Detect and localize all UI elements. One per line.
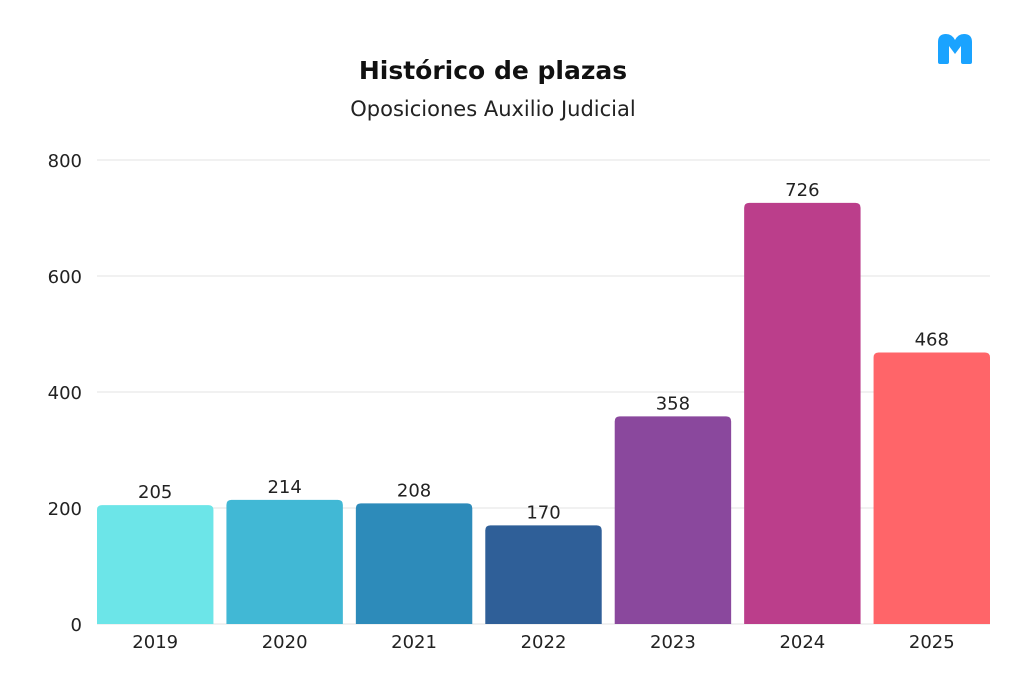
data-labels: 205 214 208 170 358 726 468 [138, 180, 949, 523]
data-label: 726 [785, 180, 819, 201]
y-tick-label: 600 [48, 267, 82, 288]
bar-2024 [744, 202, 861, 625]
x-axis-ticks: 2019 2020 2021 2022 2023 2024 2025 [132, 632, 954, 653]
bar-2022 [485, 525, 602, 624]
bar-2025 [873, 352, 990, 624]
y-tick-label: 0 [71, 615, 82, 636]
x-tick-label: 2022 [521, 632, 567, 653]
bar-2020 [226, 499, 343, 624]
y-tick-label: 200 [48, 499, 82, 520]
x-tick-label: 2020 [262, 632, 308, 653]
chart-subtitle: Oposiciones Auxilio Judicial [350, 97, 636, 121]
bars [97, 202, 990, 625]
chart-title: Histórico de plazas [358, 56, 628, 85]
x-tick-label: 2025 [909, 632, 955, 653]
bar-2019 [97, 505, 214, 624]
y-tick-label: 800 [48, 151, 82, 172]
x-tick-label: 2019 [132, 632, 178, 653]
data-label: 208 [397, 480, 431, 501]
data-label: 170 [526, 502, 560, 523]
bar-2021 [355, 503, 473, 624]
brand-logo-icon [938, 34, 972, 64]
y-axis-ticks: 0 200 400 600 800 [48, 151, 82, 636]
data-label: 358 [656, 393, 690, 414]
x-tick-label: 2023 [650, 632, 696, 653]
data-label: 468 [915, 330, 949, 351]
x-tick-label: 2021 [391, 632, 437, 653]
x-tick-label: 2024 [779, 632, 825, 653]
y-tick-label: 400 [48, 383, 82, 404]
data-label: 214 [267, 477, 301, 498]
bar-2023 [614, 416, 732, 624]
data-label: 205 [138, 482, 172, 503]
